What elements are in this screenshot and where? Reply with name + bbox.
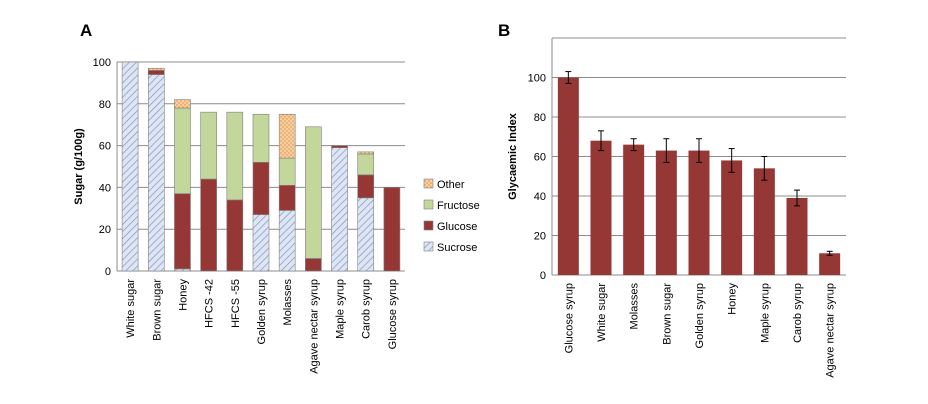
panel-b-y-tick-100: 100 (528, 73, 546, 85)
panel-a-x-tick-white-sugar: White sugar (125, 279, 137, 338)
panel-a-legend-swatch-other (423, 178, 434, 189)
panel-b-bar-agave-nectar-syrup (819, 253, 841, 275)
panel-a-x-tick-honey: Honey (177, 279, 189, 311)
panel-a-sugar-composition-chart: A 0 20 40 60 80 100 Sugar (g/100g) White sugar Br… (73, 21, 480, 374)
panel-b-x-tick-maple-syrup: Maple syrup (759, 283, 771, 343)
panel-a-bar-molasses-other (278, 113, 296, 159)
panel-a-y-tick-100: 100 (93, 57, 111, 69)
panel-a-bar-molasses-sucrose (278, 210, 296, 272)
panel-b-y-tick-80: 80 (534, 112, 546, 124)
panel-a-bar-hfcs-42-glucose (200, 178, 217, 272)
panel-b-x-tick-brown-sugar: Brown sugar (661, 283, 673, 345)
panel-a-x-tick-carob-syrup: Carob syrup (361, 279, 373, 339)
panel-b-bar-golden-syrup (688, 150, 710, 275)
panel-a-bar-hfcs-55-fructose (226, 111, 244, 201)
panel-b-bar-maple-syrup (753, 168, 775, 275)
panel-b-x-tick-white-sugar: White sugar (596, 283, 608, 342)
panel-a-bar-golden-syrup-sucrose (252, 214, 270, 272)
panel-a-y-axis-title: Sugar (g/100g) (73, 128, 85, 205)
panel-a-bar-brown-sugar-sucrose (147, 74, 165, 272)
panel-a-bar-brown-sugar-glucose (147, 70, 165, 75)
panel-a-bar-honey-fructose (174, 107, 191, 194)
panel-a-legend-swatch-sucrose (423, 241, 434, 252)
panel-a-bar-agave-nectar-syrup-fructose (305, 126, 322, 259)
panel-a-bar-honey-glucose (174, 193, 191, 270)
panel-a-legend-label-fructose: Fructose (437, 200, 480, 212)
panel-a-bar-maple-syrup-sucrose (331, 147, 348, 272)
panel-a-legend-label-glucose: Glucose (437, 221, 477, 233)
panel-a-y-tick-40: 40 (99, 182, 111, 194)
panel-a-bar-white-sugar-sucrose (121, 61, 139, 272)
panel-b-y-tick-0: 0 (540, 270, 546, 282)
panel-a-y-tick-60: 60 (99, 141, 111, 153)
panel-b-bar-molasses (623, 144, 645, 275)
panel-a-x-tick-hfcs-42: HFCS -42 (204, 279, 216, 328)
panel-a-bar-carob-syrup-other (357, 151, 375, 155)
panel-a-bar-molasses-glucose (278, 185, 296, 211)
panel-b-x-tick-carob-syrup: Carob syrup (792, 283, 804, 343)
panel-b-x-tick-agave-nectar-syrup: Agave nectar syrup (825, 283, 837, 378)
panel-a-bar-honey-sucrose (174, 268, 191, 272)
panel-b-bar-glucose-syrup (557, 77, 579, 275)
panel-b-bar-brown-sugar (655, 150, 677, 275)
panel-a-bar-maple-syrup-glucose (331, 145, 348, 148)
panel-b-glycaemic-index-chart: B 0 20 40 60 80 100 Glycaemic Index Glucose syru… (498, 21, 846, 378)
panel-a-legend-swatch-fructose (423, 199, 434, 210)
panel-a-x-tick-maple-syrup: Maple syrup (335, 279, 347, 339)
panel-a-legend-label-other: Other (437, 179, 465, 191)
panel-a-bar-brown-sugar-other (147, 67, 165, 71)
panel-a-bar-hfcs-42-fructose (200, 111, 217, 180)
panel-a-bar-golden-syrup-fructose (252, 113, 270, 163)
panel-a-bar-carob-syrup-sucrose (357, 197, 375, 272)
panel-a-bar-carob-syrup-glucose (357, 174, 375, 199)
panel-a-y-tick-0: 0 (105, 266, 111, 278)
panel-a-y-tick-80: 80 (99, 99, 111, 111)
panel-b-label: B (498, 21, 510, 40)
panel-a-legend-swatch-glucose (423, 220, 434, 231)
panel-b-bar-white-sugar (590, 140, 612, 275)
panel-a-bar-honey-other (174, 99, 191, 109)
panel-b-bar-carob-syrup (786, 197, 808, 275)
panel-b-x-tick-glucose-syrup: Glucose syrup (563, 283, 575, 353)
panel-b-y-tick-40: 40 (534, 191, 546, 203)
panel-a-x-tick-agave-nectar-syrup: Agave nectar syrup (308, 279, 320, 374)
panel-a-bar-molasses-fructose (278, 157, 296, 186)
panel-b-x-tick-golden-syrup: Golden syrup (694, 283, 706, 348)
panel-a-x-tick-glucose-syrup: Glucose syrup (387, 279, 399, 349)
panel-b-y-tick-60: 60 (534, 152, 546, 164)
panel-a-bar-carob-syrup-fructose (357, 153, 375, 176)
panel-b-y-tick-20: 20 (534, 231, 546, 243)
panel-b-x-tick-molasses: Molasses (629, 283, 641, 330)
panel-a-y-tick-20: 20 (99, 224, 111, 236)
panel-b-x-tick-honey: Honey (727, 283, 739, 315)
panel-a-label: A (80, 21, 92, 40)
panel-a-bar-glucose-syrup-glucose (383, 187, 401, 272)
panel-a-bar-golden-syrup-glucose (252, 162, 270, 215)
panel-a-bar-hfcs-55-glucose (226, 199, 244, 272)
panel-a-x-tick-golden-syrup: Golden syrup (256, 279, 268, 344)
panel-a-x-tick-brown-sugar: Brown sugar (151, 279, 163, 341)
panel-a-x-tick-hfcs-55: HFCS -55 (230, 279, 242, 328)
panel-b-y-axis-title: Glycaemic Index (507, 112, 519, 200)
panel-b-bar-honey (721, 160, 743, 275)
panel-a-bar-agave-nectar-syrup-glucose (305, 258, 322, 272)
panel-a-legend-label-sucrose: Sucrose (437, 242, 477, 254)
panel-a-x-tick-molasses: Molasses (282, 279, 294, 326)
